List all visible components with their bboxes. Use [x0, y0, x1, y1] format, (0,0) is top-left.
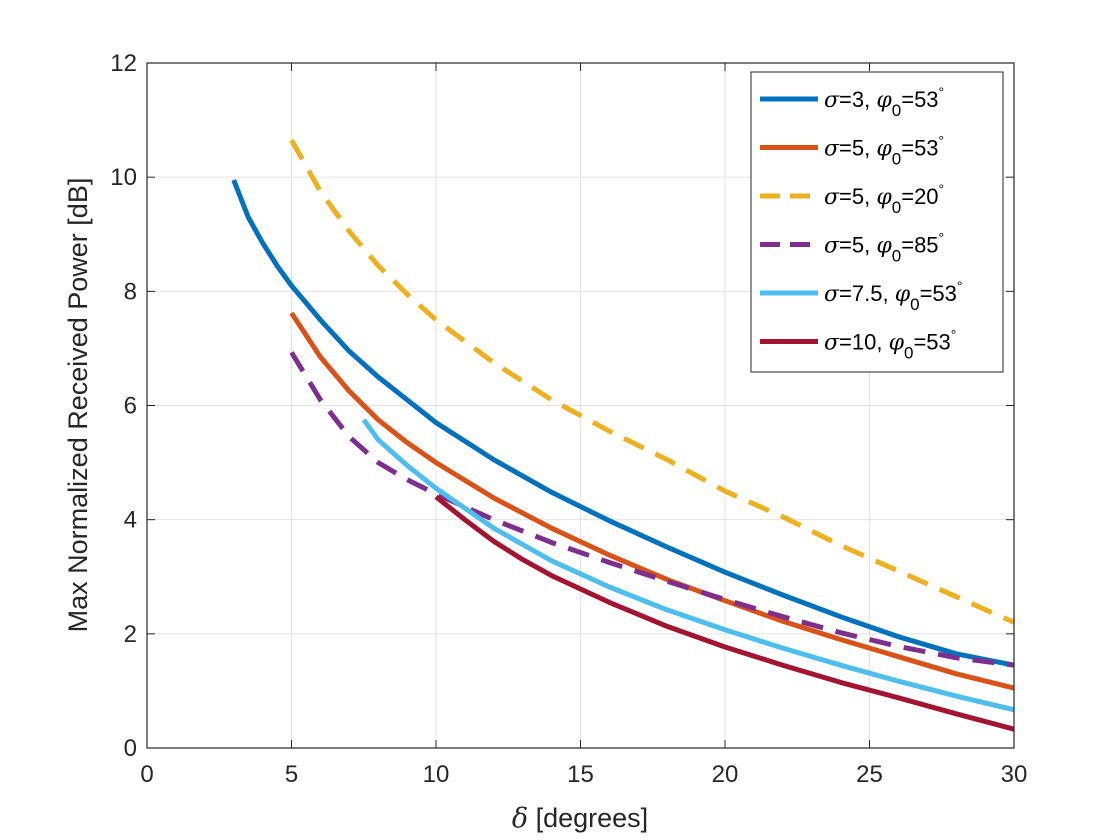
x-tick-label: 30: [1001, 761, 1028, 788]
legend-label-5: σ=10, φ0=53°: [824, 327, 956, 363]
series-line-4: [361, 418, 1015, 713]
legend-sigma-value: =7.5,: [839, 281, 895, 306]
x-axis-ticks: 0 5 10 15 20 25 30: [140, 63, 1027, 788]
series-lines: [231, 138, 1016, 732]
legend-sigma-value: =3,: [839, 87, 876, 112]
y-tick-label: 4: [124, 507, 137, 534]
y-tick-label: 8: [124, 278, 137, 305]
legend-label-2: σ=5, φ0=20°: [824, 181, 944, 217]
y-tick-label: 2: [124, 621, 137, 648]
legend-phi-value: =53: [901, 136, 938, 161]
y-tick-label: 12: [110, 50, 137, 77]
y-axis-label: Max Normalized Received Power [dB]: [63, 178, 93, 633]
legend-box: [750, 71, 1004, 373]
legend-phi-value: =85: [901, 233, 938, 258]
legend-label-0: σ=3, φ0=53°: [824, 84, 944, 120]
x-tick-label: 25: [856, 761, 883, 788]
legend-phi-value: =20: [901, 184, 938, 209]
legend-sigma-value: =5,: [839, 136, 876, 161]
y-tick-label: 6: [124, 393, 137, 420]
legend-phi-value: =53: [913, 330, 950, 355]
x-axis-label: δ [degrees]: [512, 803, 648, 834]
legend-sigma-value: =5,: [839, 184, 876, 209]
series-line-5: [434, 494, 1015, 732]
legend: σ=3, φ0=53° σ=5, φ0=53° σ=5, φ0=20° σ=5, φ0…: [750, 71, 1004, 373]
legend-phi-value: =53: [920, 281, 957, 306]
legend-sigma-value: =10,: [839, 330, 889, 355]
legend-sigma-value: =5,: [839, 233, 876, 258]
x-tick-label: 20: [712, 761, 739, 788]
legend-label-3: σ=5, φ0=85°: [824, 230, 944, 266]
series-line-2: [289, 138, 1016, 625]
y-tick-label: 10: [110, 164, 137, 191]
legend-label-4: σ=7.5, φ0=53°: [824, 278, 963, 314]
series-line-0: [231, 179, 1015, 668]
plot-frame: [146, 62, 1015, 749]
series-line-3: [289, 351, 1015, 668]
x-tick-label: 10: [423, 761, 450, 788]
x-tick-label: 5: [285, 761, 298, 788]
series-line-1: [289, 311, 1015, 691]
y-tick-label: 0: [124, 735, 137, 762]
legend-label-1: σ=5, φ0=53°: [824, 133, 944, 169]
x-tick-label: 0: [140, 761, 153, 788]
x-tick-label: 15: [567, 761, 594, 788]
legend-phi-value: =53: [901, 87, 938, 112]
